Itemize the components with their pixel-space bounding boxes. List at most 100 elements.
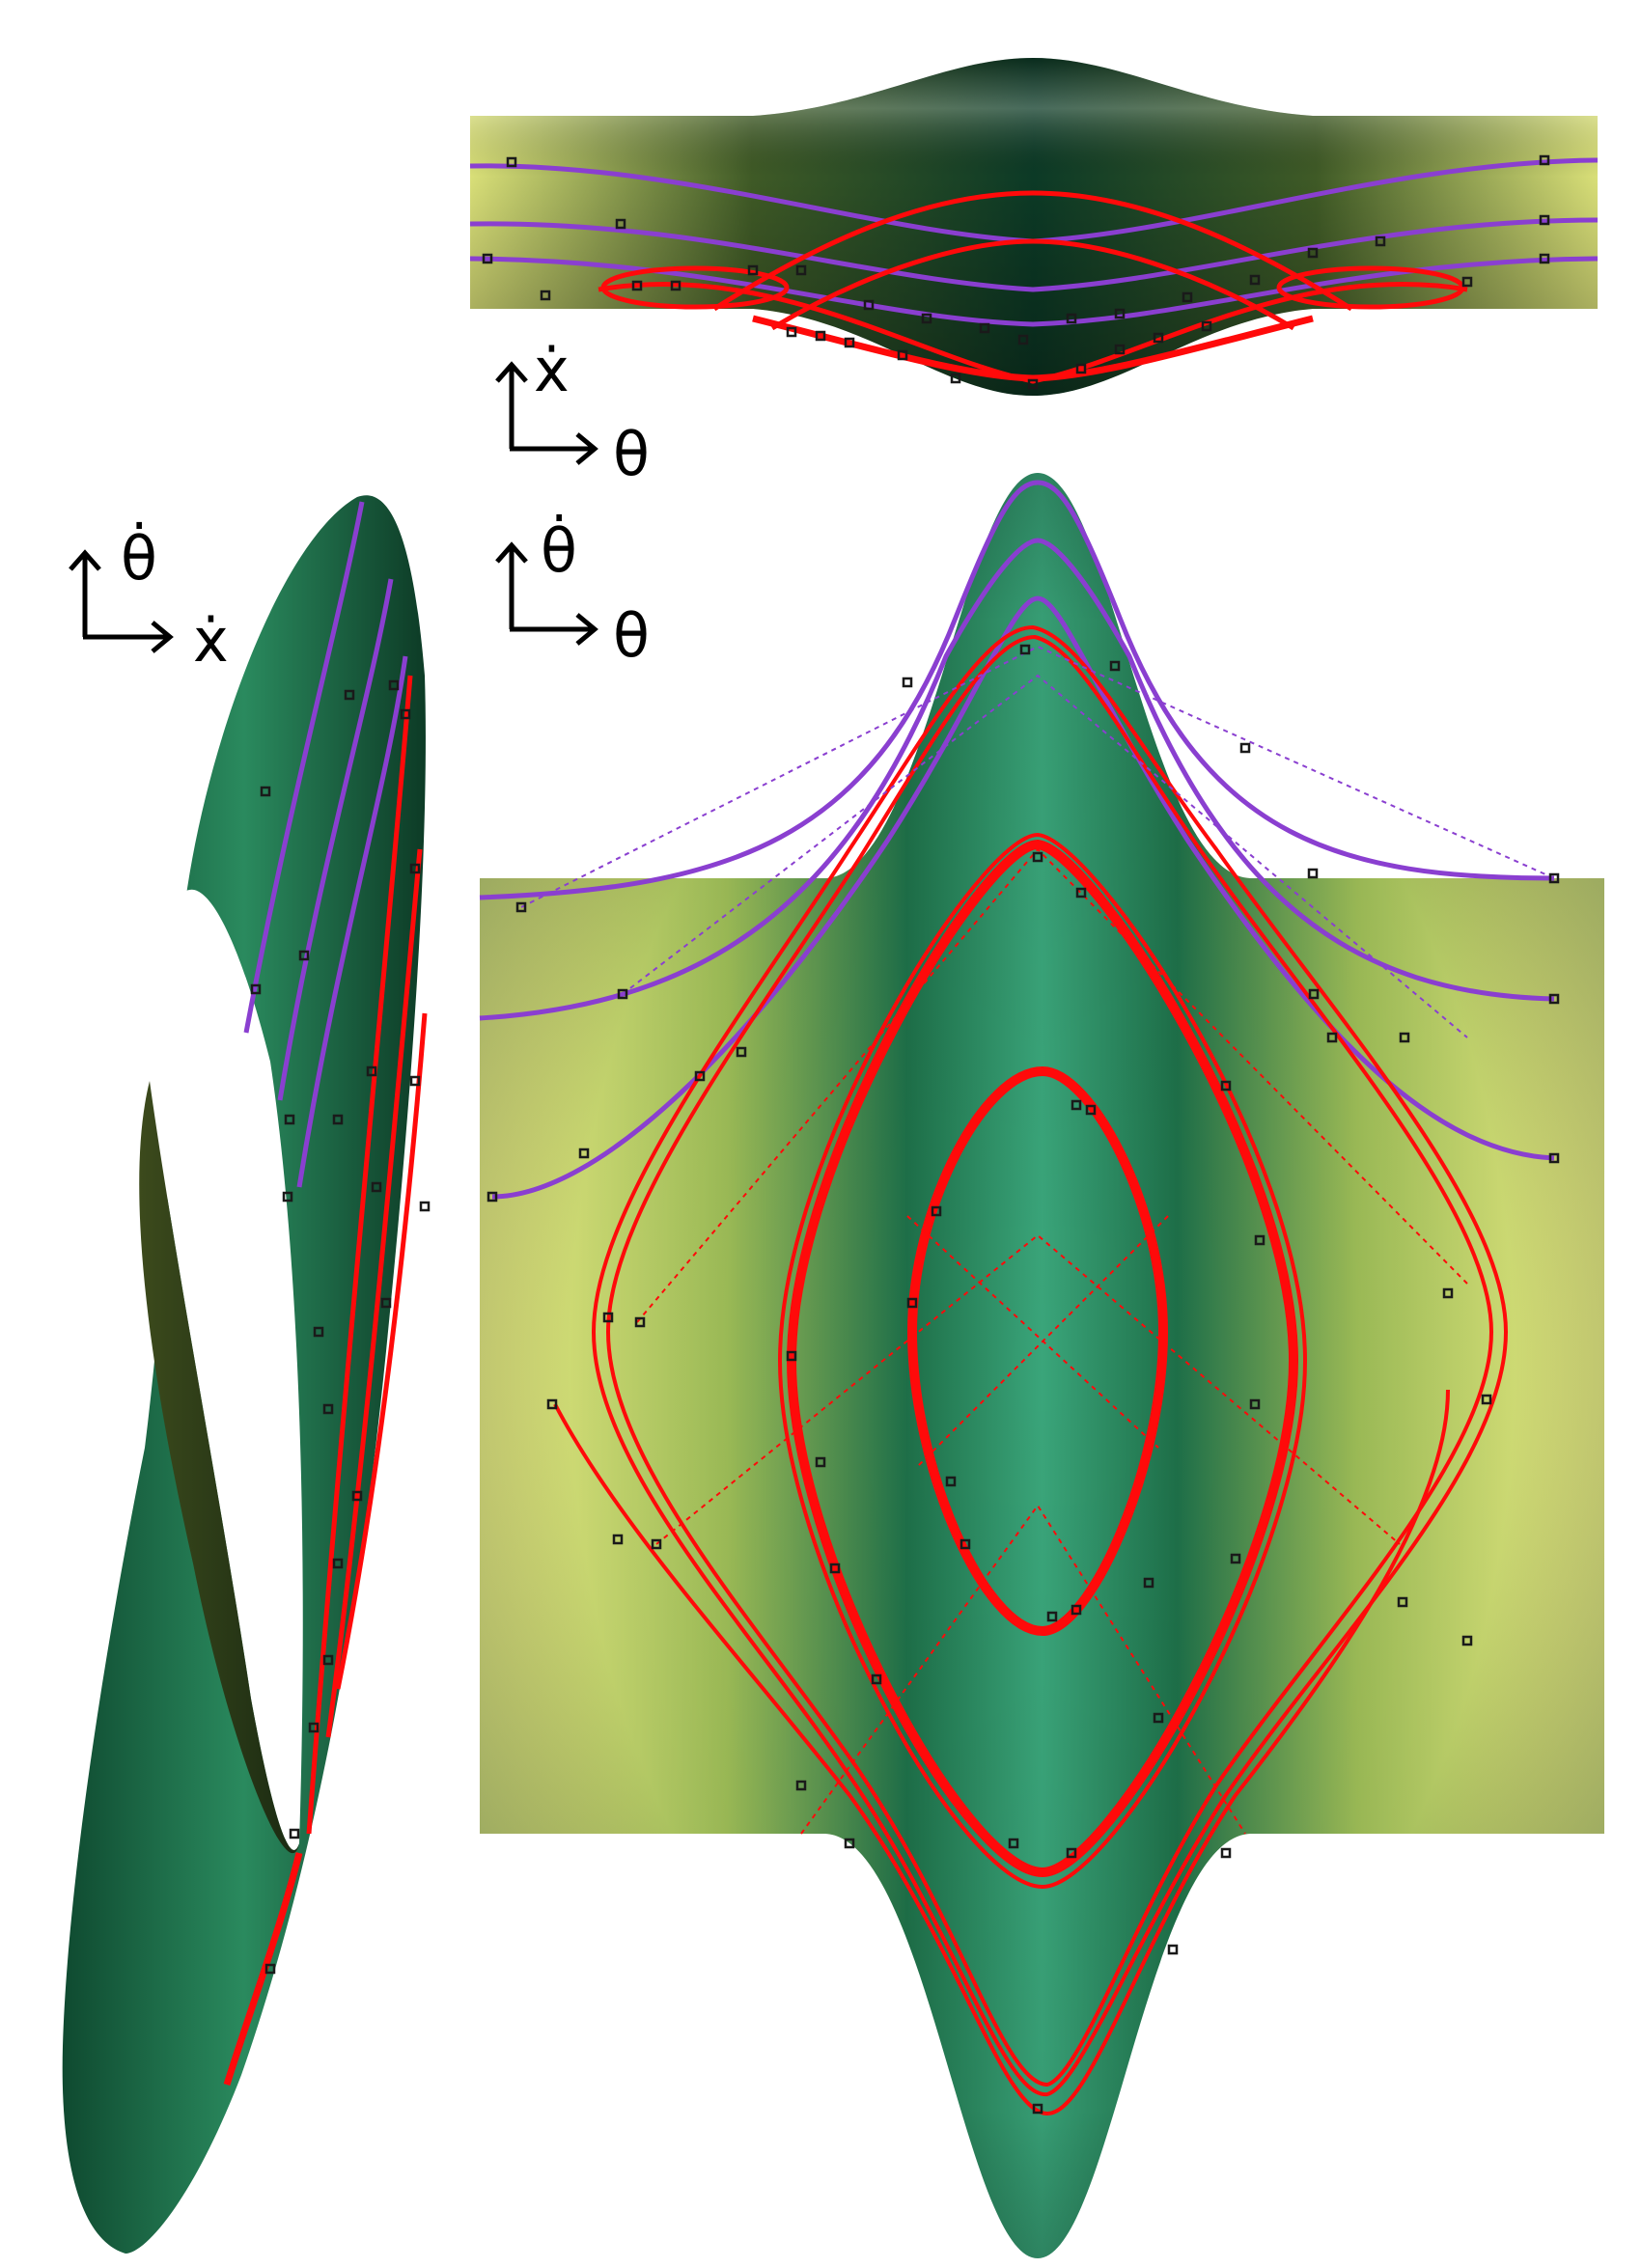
trajectory-marker [815,330,826,342]
trajectory-marker [634,1316,646,1328]
trajectory-marker [298,950,310,961]
main-red-outer-2 [605,634,1494,2088]
trajectory-marker [1548,872,1560,884]
top-bounded-trajectories [598,190,1468,384]
trajectory-marker [844,1838,855,1849]
top-axis-indicator [495,361,598,465]
trajectory-marker [1109,660,1121,672]
top-red-bottom [752,315,1314,382]
trajectory-marker [631,280,643,291]
top-axis-horizontal-head [575,432,598,465]
main-bounded-trajectories [553,624,1509,2116]
trajectory-marker [515,901,527,913]
trajectory-marker [1071,1099,1082,1111]
trajectory-marker [906,1297,918,1309]
left-purple-line-1 [243,501,365,1034]
trajectory-marker [1461,276,1473,288]
left-bounded-trajectories [223,675,428,2087]
main-red-outer-1 [591,624,1509,2097]
left-axis-horizontal-label: ẋ [193,605,229,676]
trajectory-marker [736,1046,747,1058]
trajectory-marker [260,786,271,797]
left-surface-hole [149,889,303,1850]
trajectory-marker [1008,1838,1019,1849]
trajectory-marker [863,299,875,311]
trajectory-marker [747,264,759,276]
main-red-inner-ring [906,1065,1169,1637]
trajectory-marker [284,1114,295,1125]
main-axis-vertical-head [495,541,528,564]
trajectory-marker [1066,1847,1077,1859]
top-axis-vertical-label: ẋ [534,335,570,405]
trajectory-marker [1308,988,1320,1000]
trajectory-marker [400,708,411,720]
trajectory-marker [351,1490,363,1502]
trajectory-marker [1182,291,1193,303]
trajectory-marker [1114,308,1126,319]
trajectory-marker [612,1534,624,1545]
main-red-outer-3 [553,1389,1450,2116]
trajectory-marker [1461,1635,1473,1646]
trajectory-marker [871,1673,882,1685]
trajectory-marker [409,1075,421,1087]
trajectory-marker [1399,1032,1410,1043]
trajectory-marker [1046,1611,1058,1622]
trajectory-marker [366,1065,377,1077]
left-axis-horizontal-head [151,621,174,653]
top-axis-vertical-head [495,361,528,383]
trajectory-marker [1153,1712,1164,1724]
trajectory-marker [540,290,551,301]
left-red-line-4 [223,1852,303,2087]
trajectory-marker [1143,1577,1154,1589]
trajectory-marker [615,218,626,230]
trajectory-marker [1085,1104,1097,1116]
trajectory-marker [1114,344,1126,355]
top-view-panel [469,58,1599,396]
trajectory-marker [344,689,355,701]
trajectory-marker [409,863,421,874]
trajectory-marker [1307,247,1319,259]
trajectory-marker [1539,253,1550,264]
trajectory-marker [1153,332,1164,344]
trajectory-marker [1239,742,1251,754]
trajectory-marker [960,1538,971,1550]
trajectory-marker [1220,1080,1232,1092]
top-purple-line-2 [469,217,1599,292]
trajectory-marker [844,337,855,348]
trajectory-marker [1220,1847,1232,1859]
main-markers [487,644,1560,2115]
trajectory-marker [617,988,628,1000]
main-red-middle-ring [786,839,1299,1878]
trajectory-marker [670,280,681,291]
trajectory-marker [332,1114,344,1125]
trajectory-marker [1032,2103,1043,2115]
trajectory-marker [1307,868,1319,879]
trajectory-marker [1249,1398,1261,1410]
trajectory-marker [1442,1287,1454,1299]
trajectory-marker [289,1828,300,1839]
trajectory-marker [815,1456,826,1468]
trajectory-marker [1167,1944,1179,1955]
trajectory-marker [506,156,517,168]
trajectory-marker [578,1148,590,1159]
trajectory-marker [902,677,913,688]
left-red-line-2 [325,848,423,1738]
trajectory-marker [264,1963,276,1975]
trajectory-marker [1548,1152,1560,1164]
trajectory-marker [1066,313,1077,324]
main-axis-vertical-label: θ̇ [541,514,577,586]
main-surface-shade [480,473,1604,2258]
trajectory-marker [1019,644,1031,655]
left-axis-indicator [69,549,174,653]
trajectory-marker [931,1205,942,1217]
trajectory-marker [651,1538,662,1550]
trajectory-marker [1375,235,1386,247]
trajectory-marker [282,1191,293,1203]
main-purple-line-1 [479,480,1555,900]
left-surface-inner [139,1081,299,1854]
trajectory-marker [1548,993,1560,1005]
trajectory-marker [897,349,908,361]
trajectory-marker [786,1350,797,1362]
trajectory-marker [1017,334,1029,346]
